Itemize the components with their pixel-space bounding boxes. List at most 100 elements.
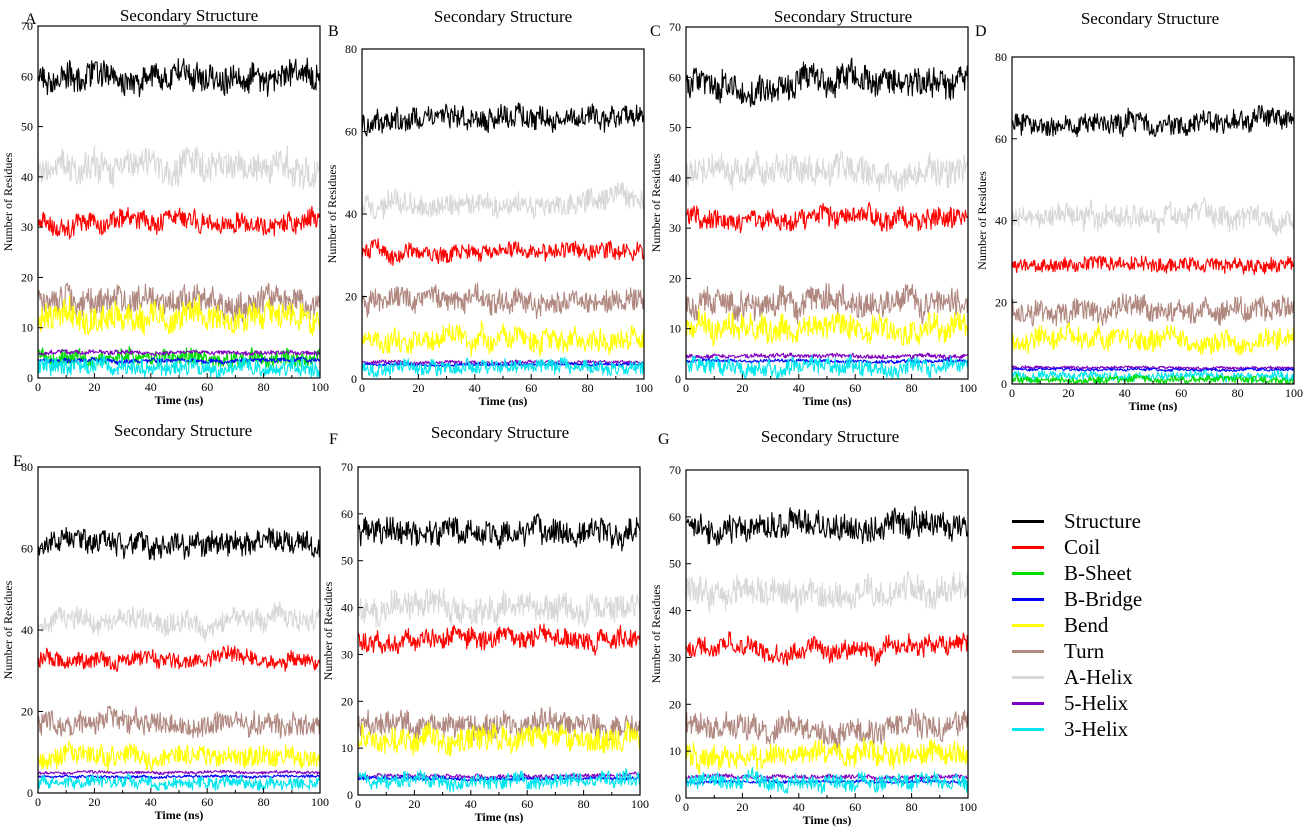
y-axis-label: Number of Residues xyxy=(1,152,15,251)
legend-item-coil: Coil xyxy=(1012,534,1272,560)
series-line-structure xyxy=(1012,104,1294,138)
legend-swatch xyxy=(1012,546,1044,549)
series-line-coil xyxy=(686,631,968,667)
y-tick-label: 0 xyxy=(347,788,353,802)
x-axis-label: Time (ns) xyxy=(803,813,852,827)
legend-label: 5-Helix xyxy=(1064,691,1129,715)
x-tick-label: 100 xyxy=(1285,386,1303,400)
series-line-a-helix xyxy=(362,182,644,220)
panel-d: D Secondary Structure 0 20 40 60 80 100 0 20 40 60 8… xyxy=(975,9,1303,413)
series-line-bend xyxy=(38,294,320,336)
series-line-structure xyxy=(358,513,640,552)
y-tick-label: 50 xyxy=(669,121,681,135)
x-axis-label: Time (ns) xyxy=(803,394,852,408)
x-axis-label: Time (ns) xyxy=(475,810,524,824)
legend-swatch xyxy=(1012,572,1044,575)
legend-swatch xyxy=(1012,520,1044,523)
y-tick-label: 30 xyxy=(21,220,33,234)
panel-title: Secondary Structure xyxy=(761,427,899,446)
series-line-3-helix xyxy=(38,773,320,791)
y-tick-label: 10 xyxy=(21,321,33,335)
x-tick-label: 40 xyxy=(145,380,157,394)
y-tick-label: 20 xyxy=(995,295,1007,309)
y-tick-label: 60 xyxy=(345,125,357,139)
y-tick-label: 0 xyxy=(27,371,33,385)
legend-label: Turn xyxy=(1064,639,1105,663)
y-tick-label: 0 xyxy=(675,372,681,386)
y-tick-label: 30 xyxy=(669,221,681,235)
legend-item-b-bridge: B-Bridge xyxy=(1012,586,1272,612)
x-tick-label: 100 xyxy=(635,381,653,395)
y-tick-label: 20 xyxy=(669,697,681,711)
x-tick-label: 0 xyxy=(683,800,689,814)
y-tick-label: 60 xyxy=(21,542,33,556)
legend-label: 3-Helix xyxy=(1064,717,1129,741)
legend-item-bend: Bend xyxy=(1012,612,1272,638)
x-tick-label: 60 xyxy=(201,380,213,394)
y-tick-label: 40 xyxy=(995,214,1007,228)
series-line-a-helix xyxy=(686,150,968,192)
series-group xyxy=(358,513,640,793)
plot-frame xyxy=(37,466,321,794)
panel-c: C Secondary Structure 0 20 40 60 80 100 0 10 20 30 4… xyxy=(649,7,977,408)
x-tick-label: 20 xyxy=(736,800,748,814)
panel-letter: G xyxy=(658,431,670,448)
y-tick-label: 20 xyxy=(21,270,33,284)
series-line-b-bridge xyxy=(38,774,320,780)
series-line-coil xyxy=(38,205,320,240)
legend-item-3-helix: 3-Helix xyxy=(1012,716,1272,742)
series-line-a-helix xyxy=(686,571,968,614)
x-tick-label: 0 xyxy=(1009,386,1015,400)
x-tick-label: 60 xyxy=(521,797,533,811)
y-tick-label: 50 xyxy=(669,557,681,571)
series-group xyxy=(362,102,644,378)
series-line-5-helix xyxy=(38,769,320,776)
y-axis-label: Number of Residues xyxy=(325,164,339,263)
x-tick-label: 0 xyxy=(35,795,41,809)
series-line-bend xyxy=(686,308,968,347)
legend-item-5-helix: 5-Helix xyxy=(1012,690,1272,716)
y-tick-label: 40 xyxy=(21,170,33,184)
panel-b: B Secondary Structure 0 20 40 60 80 100 0 20 40 60 8… xyxy=(325,7,653,408)
y-tick-label: 0 xyxy=(1001,377,1007,391)
x-tick-label: 40 xyxy=(793,381,805,395)
x-tick-label: 100 xyxy=(631,797,649,811)
y-axis-label: Number of Residues xyxy=(649,584,663,683)
x-tick-label: 40 xyxy=(1119,386,1131,400)
y-tick-label: 0 xyxy=(27,786,33,800)
y-tick-label: 30 xyxy=(341,647,353,661)
y-tick-label: 80 xyxy=(345,42,357,56)
panel-letter: F xyxy=(329,431,338,448)
y-tick-label: 10 xyxy=(669,744,681,758)
series-line-bend xyxy=(362,320,644,357)
y-axis-label: Number of Residues xyxy=(975,171,989,270)
y-tick-label: 40 xyxy=(21,623,33,637)
series-line-a-helix xyxy=(38,145,320,190)
series-line-3-helix xyxy=(38,355,320,378)
series-line-turn xyxy=(686,708,968,753)
x-axis-label: Time (ns) xyxy=(479,394,528,408)
series-line-a-helix xyxy=(1012,197,1294,237)
x-tick-label: 100 xyxy=(959,800,977,814)
series-line-turn xyxy=(1012,293,1294,327)
series-line-coil xyxy=(358,623,640,656)
legend-item-turn: Turn xyxy=(1012,638,1272,664)
y-tick-label: 60 xyxy=(669,70,681,84)
panel-title: Secondary Structure xyxy=(114,421,252,440)
series-line-bend xyxy=(358,720,640,757)
series-group xyxy=(686,57,968,379)
x-tick-label: 60 xyxy=(849,800,861,814)
legend-label: A-Helix xyxy=(1064,665,1133,689)
y-tick-label: 20 xyxy=(21,705,33,719)
y-tick-label: 70 xyxy=(21,19,33,33)
series-line-5-helix xyxy=(38,349,320,357)
y-tick-label: 30 xyxy=(669,650,681,664)
x-tick-label: 40 xyxy=(145,795,157,809)
series-line-a-helix xyxy=(358,588,640,628)
y-tick-label: 20 xyxy=(669,271,681,285)
y-tick-label: 10 xyxy=(669,322,681,336)
x-tick-label: 20 xyxy=(1062,386,1074,400)
series-line-structure xyxy=(38,57,320,98)
x-tick-label: 60 xyxy=(1175,386,1187,400)
panel-a: A Secondary Structure 0 20 40 60 80 100 0 10 20 30 4… xyxy=(1,6,329,407)
